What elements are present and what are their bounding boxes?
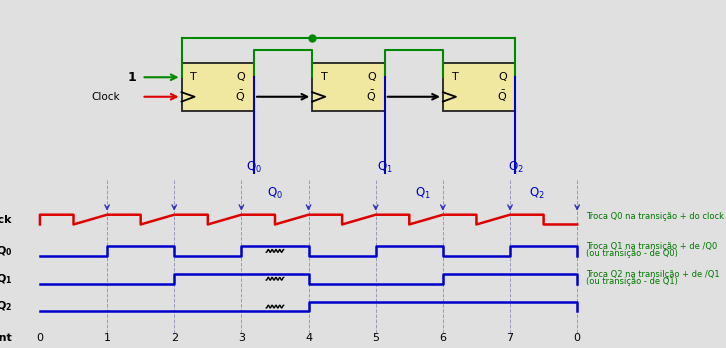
Text: $\bar{Q}$: $\bar{Q}$: [235, 89, 245, 104]
Bar: [312, 63, 385, 111]
Text: 5: 5: [372, 333, 379, 343]
Text: 0: 0: [574, 333, 581, 343]
Text: 4: 4: [305, 333, 312, 343]
Text: Troca Q0 na transição + do clock: Troca Q0 na transição + do clock: [586, 212, 724, 221]
Text: T: T: [190, 72, 197, 82]
Text: 2: 2: [171, 333, 178, 343]
Text: $Q_0$: $Q_0$: [267, 187, 283, 201]
Bar: [443, 63, 515, 111]
Text: $\bar{Q}$: $\bar{Q}$: [366, 89, 376, 104]
Text: T: T: [321, 72, 327, 82]
Text: T: T: [452, 72, 458, 82]
Text: Q: Q: [367, 72, 376, 82]
Text: 7: 7: [507, 333, 513, 343]
Bar: [182, 63, 254, 111]
Text: Troca Q1 na transição + de /Q0: Troca Q1 na transição + de /Q0: [586, 242, 717, 251]
Text: Clock: Clock: [91, 92, 120, 102]
Text: 1: 1: [128, 71, 136, 84]
Text: $Q_2$: $Q_2$: [507, 160, 523, 175]
Text: Q: Q: [498, 72, 507, 82]
Text: Q: Q: [237, 72, 245, 82]
Text: $Q_1$: $Q_1$: [0, 272, 12, 286]
Text: Troca Q2 na transilção + de /Q1: Troca Q2 na transilção + de /Q1: [586, 270, 719, 279]
Text: $Q_2$: $Q_2$: [0, 300, 12, 314]
Text: (ou transição - de Q1): (ou transição - de Q1): [586, 277, 678, 286]
Text: Clock: Clock: [0, 215, 12, 224]
Text: 3: 3: [238, 333, 245, 343]
Text: $Q_1$: $Q_1$: [415, 187, 431, 201]
Text: $Q_1$: $Q_1$: [377, 160, 393, 175]
Text: $Q_0$: $Q_0$: [0, 244, 12, 258]
Text: Count: Count: [0, 333, 12, 343]
Text: 1: 1: [104, 333, 110, 343]
Text: $Q_0$: $Q_0$: [246, 160, 262, 175]
Text: 6: 6: [439, 333, 446, 343]
Text: $\bar{Q}$: $\bar{Q}$: [497, 89, 507, 104]
Text: 0: 0: [36, 333, 44, 343]
Text: $Q_2$: $Q_2$: [529, 187, 544, 201]
Text: (ou transição - de Q0): (ou transição - de Q0): [586, 249, 678, 258]
